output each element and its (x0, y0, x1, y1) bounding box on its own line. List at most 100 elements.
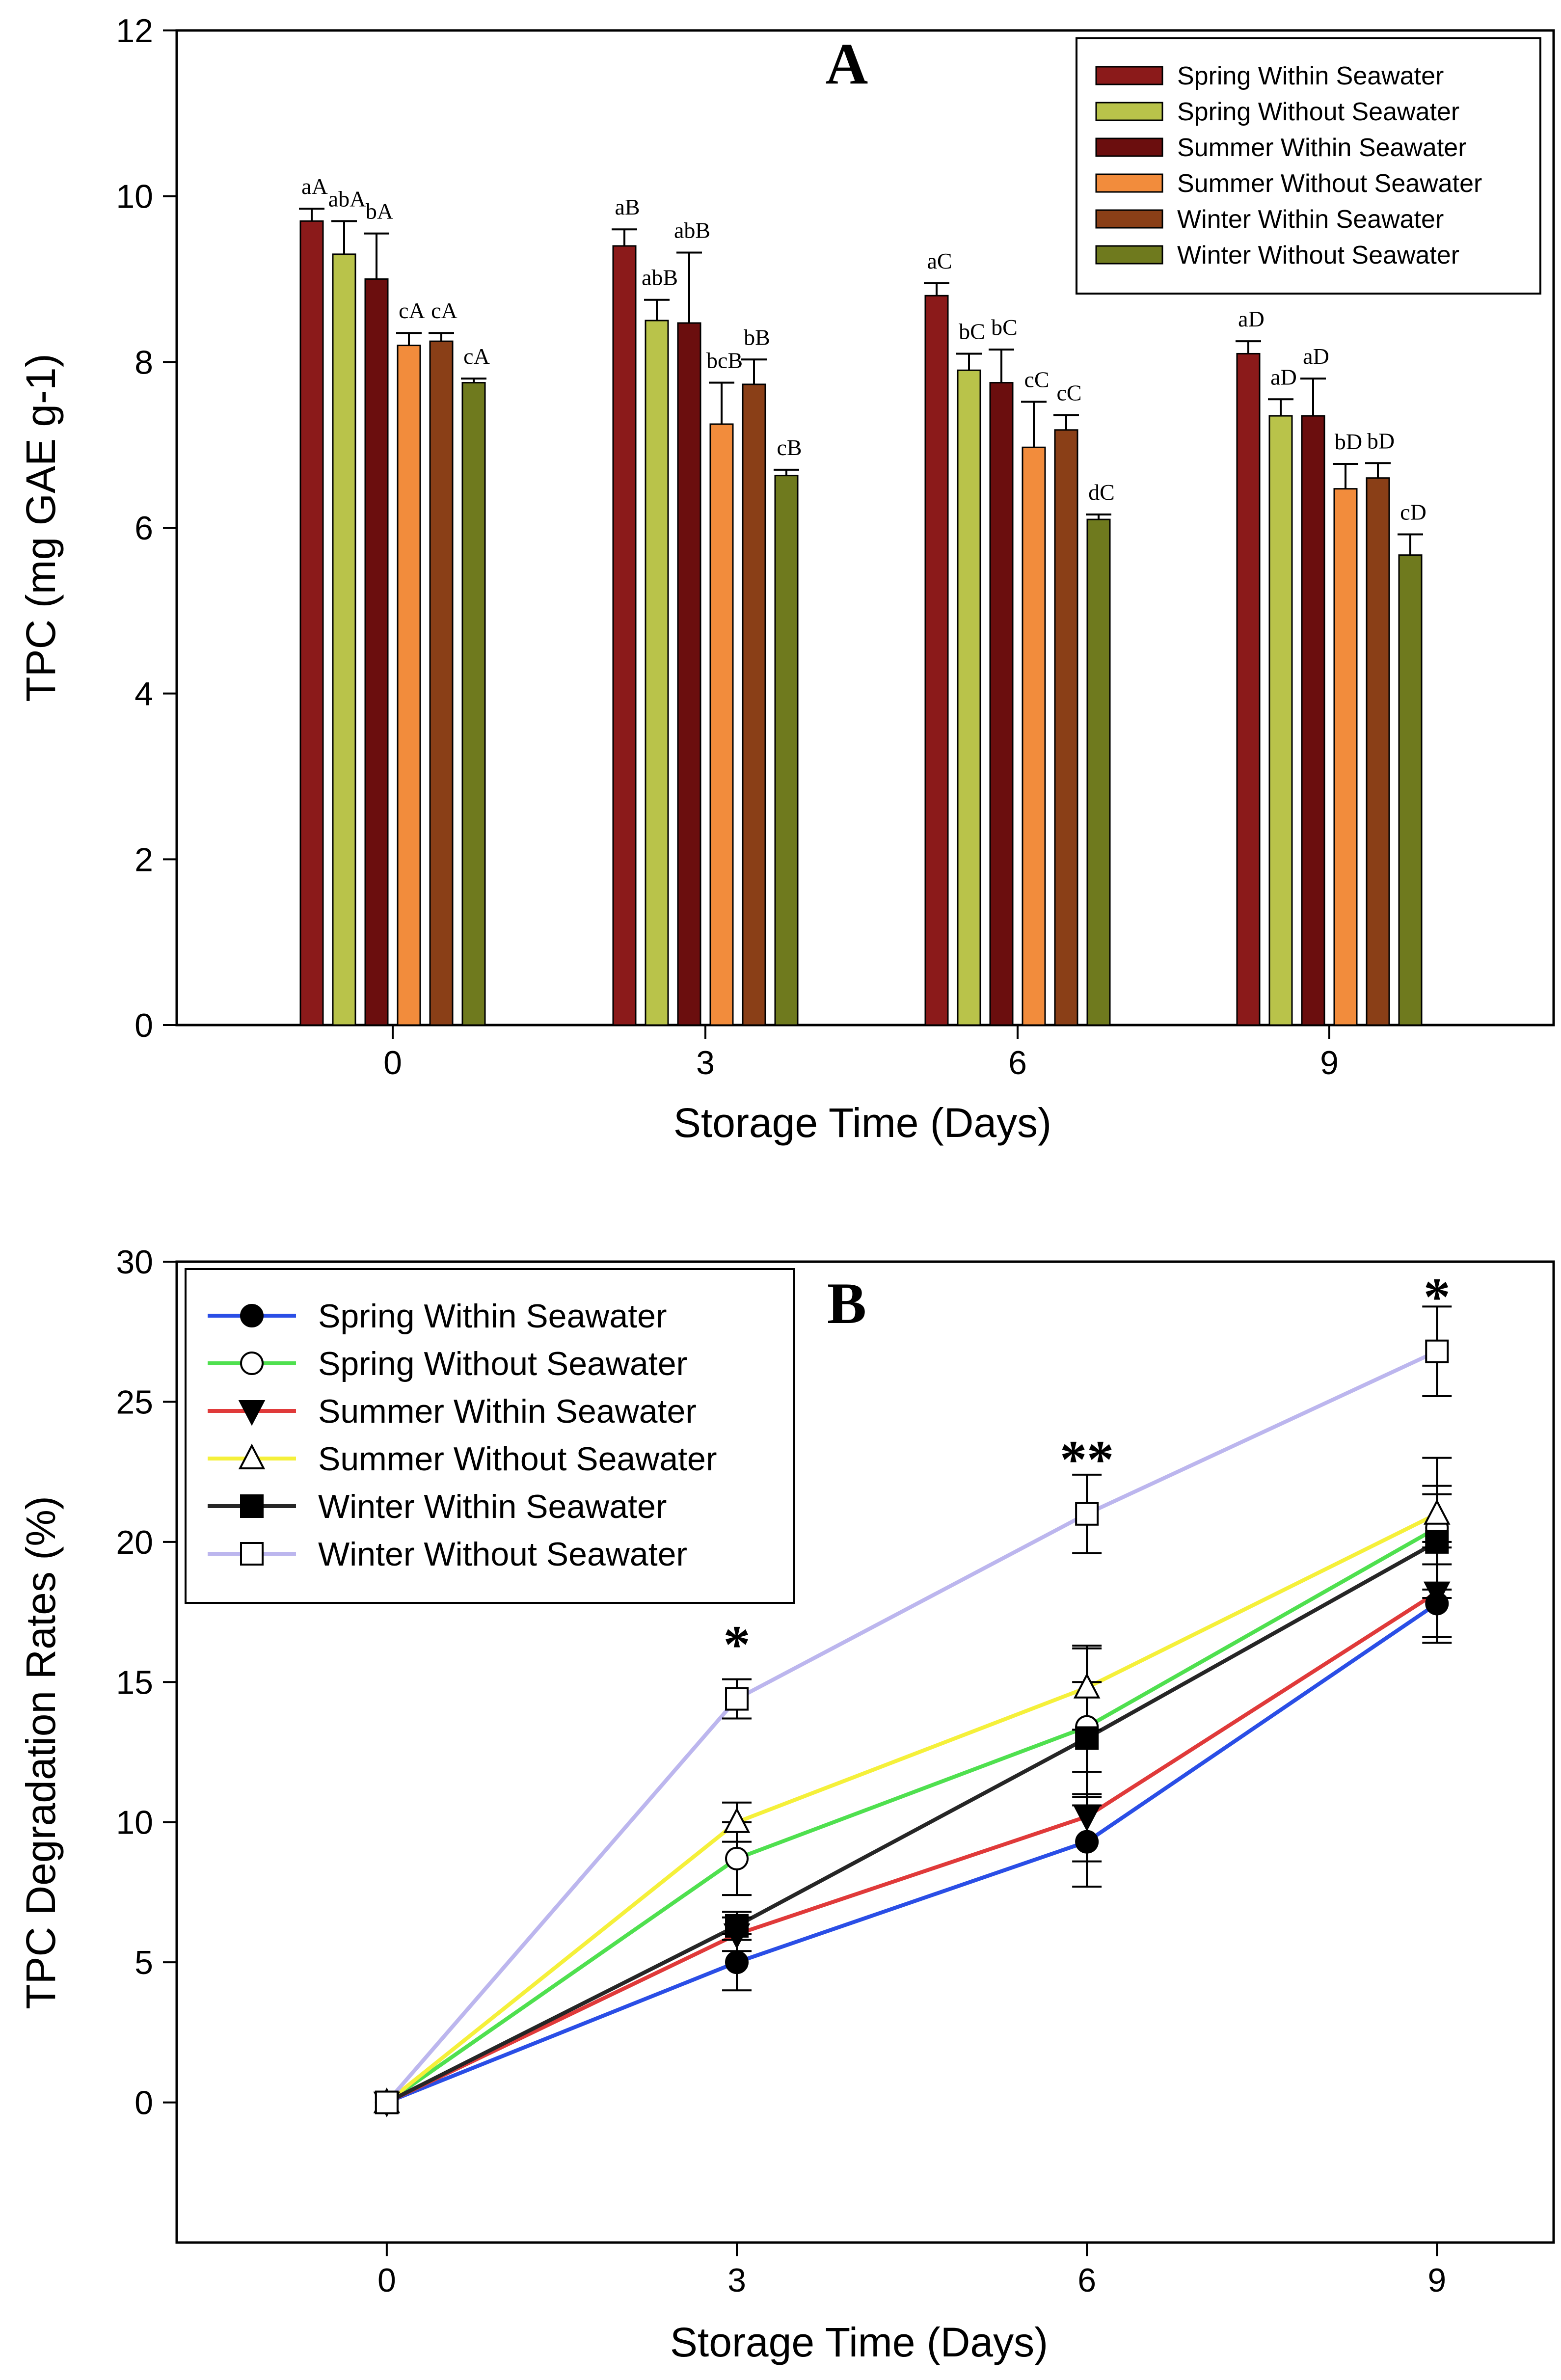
significance-label: cC (1056, 380, 1081, 405)
data-point (725, 1846, 749, 1870)
x-tick-label-b: 3 (727, 2262, 746, 2299)
significance-label: abB (642, 265, 678, 290)
significance-star: * (1424, 1267, 1451, 1327)
data-point (725, 1687, 749, 1711)
x-tick-label-b: 9 (1427, 2262, 1446, 2299)
legend-marker-b (240, 1352, 264, 1375)
y-tick-label-a: 8 (135, 344, 153, 381)
series-line (386, 1591, 1438, 2105)
y-tick-label-b: 0 (135, 2084, 153, 2122)
legend-marker-b (240, 1304, 264, 1327)
significance-label: aD (1238, 306, 1265, 331)
bar (1301, 415, 1325, 1026)
data-point (1075, 1830, 1099, 1854)
y-tick-label-a: 12 (116, 12, 153, 50)
y-tick-label-b: 25 (116, 1383, 153, 1421)
bar (332, 253, 356, 1026)
data-point (1423, 1581, 1451, 1607)
series-line (386, 1602, 1438, 2105)
bar (742, 383, 766, 1026)
data-point (1423, 1499, 1451, 1525)
legend-entry-b: Winter Within Seawater (318, 1488, 667, 1525)
significance-label: cA (399, 298, 425, 323)
data-point (1073, 1806, 1101, 1832)
data-point (1425, 1339, 1449, 1363)
legend-entry-a: Winter Within Seawater (1177, 205, 1444, 234)
x-axis-label-b: Storage Time (Days) (670, 2319, 1048, 2365)
legend-entry-b: Winter Without Seawater (318, 1536, 687, 1573)
significance-label: bcB (706, 348, 743, 373)
y-tick-label-a: 10 (116, 178, 153, 216)
x-tick-label-b: 0 (377, 2262, 396, 2299)
data-point (723, 1807, 751, 1833)
data-point (725, 1914, 749, 1938)
data-point (725, 1950, 749, 1974)
legend-swatch-a (1095, 137, 1163, 157)
bar (1236, 352, 1261, 1026)
data-point (1073, 1673, 1101, 1699)
bar (1333, 488, 1358, 1026)
legend-swatch-a (1095, 173, 1163, 193)
significance-label: bA (366, 199, 393, 224)
bar (957, 369, 981, 1026)
legend-marker-b (240, 1494, 264, 1518)
bar (1022, 446, 1046, 1026)
bar (299, 220, 324, 1026)
significance-label: bD (1367, 428, 1395, 453)
legend-entry-b: Summer Within Seawater (318, 1393, 697, 1430)
x-tick-label-a: 9 (1320, 1044, 1339, 1082)
x-tick-label-a: 6 (1008, 1044, 1027, 1082)
significance-label: cC (1024, 367, 1049, 392)
bar (1398, 554, 1423, 1026)
bar (612, 245, 637, 1026)
bar (1054, 429, 1078, 1026)
y-tick-label-b: 15 (116, 1664, 153, 1701)
panel-title-b: B (827, 1271, 866, 1336)
significance-label: cA (431, 298, 458, 323)
legend-b (185, 1268, 795, 1604)
y-tick-label-a: 2 (135, 841, 153, 878)
y-tick-label-b: 20 (116, 1524, 153, 1561)
legend-entry-b: Spring Within Seawater (318, 1298, 667, 1335)
x-tick-label-b: 6 (1077, 2262, 1096, 2299)
y-tick-label-a: 4 (135, 676, 153, 713)
significance-label: bC (959, 319, 985, 344)
series-line (386, 1540, 1438, 2105)
legend-marker-b (238, 1400, 266, 1426)
significance-label: abB (674, 217, 710, 243)
legend-marker-b (240, 1542, 264, 1566)
legend-marker-b (238, 1443, 266, 1469)
legend-entry-a: Winter Without Seawater (1177, 241, 1459, 270)
significance-label: bC (991, 315, 1018, 340)
legend-entry-a: Spring Without Seawater (1177, 98, 1459, 126)
bar (1086, 518, 1111, 1026)
y-tick-label-a: 0 (135, 1007, 153, 1044)
significance-star: ** (1060, 1430, 1114, 1489)
bar (397, 345, 421, 1026)
bar (924, 295, 949, 1026)
series-line (385, 1526, 1438, 2104)
significance-label: abA (328, 186, 366, 211)
bar (989, 382, 1014, 1026)
x-tick-label-a: 0 (383, 1044, 402, 1082)
legend-swatch-a (1095, 245, 1163, 265)
panel-title-a: A (826, 31, 868, 96)
bar (645, 320, 669, 1026)
significance-label: cA (463, 344, 490, 369)
bar (1268, 415, 1293, 1026)
data-point (1425, 1530, 1449, 1554)
data-point (375, 2090, 399, 2114)
legend-entry-a: Spring Within Seawater (1177, 62, 1444, 90)
legend-entry-a: Summer Without Seawater (1177, 169, 1482, 198)
series-line (385, 1350, 1438, 2104)
significance-star: * (724, 1614, 751, 1674)
series-line (385, 1512, 1438, 2104)
significance-label: cB (777, 435, 802, 460)
legend-entry-b: Summer Without Seawater (318, 1440, 717, 1478)
significance-label: bD (1335, 429, 1362, 454)
y-tick-label-b: 10 (116, 1804, 153, 1841)
significance-label: bB (744, 325, 770, 350)
panel-a: 0 2 4 6 8 10 12 0 3 6 9 aA aB aC aD abA abB bC aD bA abB bC aD… (18, 12, 1555, 1146)
